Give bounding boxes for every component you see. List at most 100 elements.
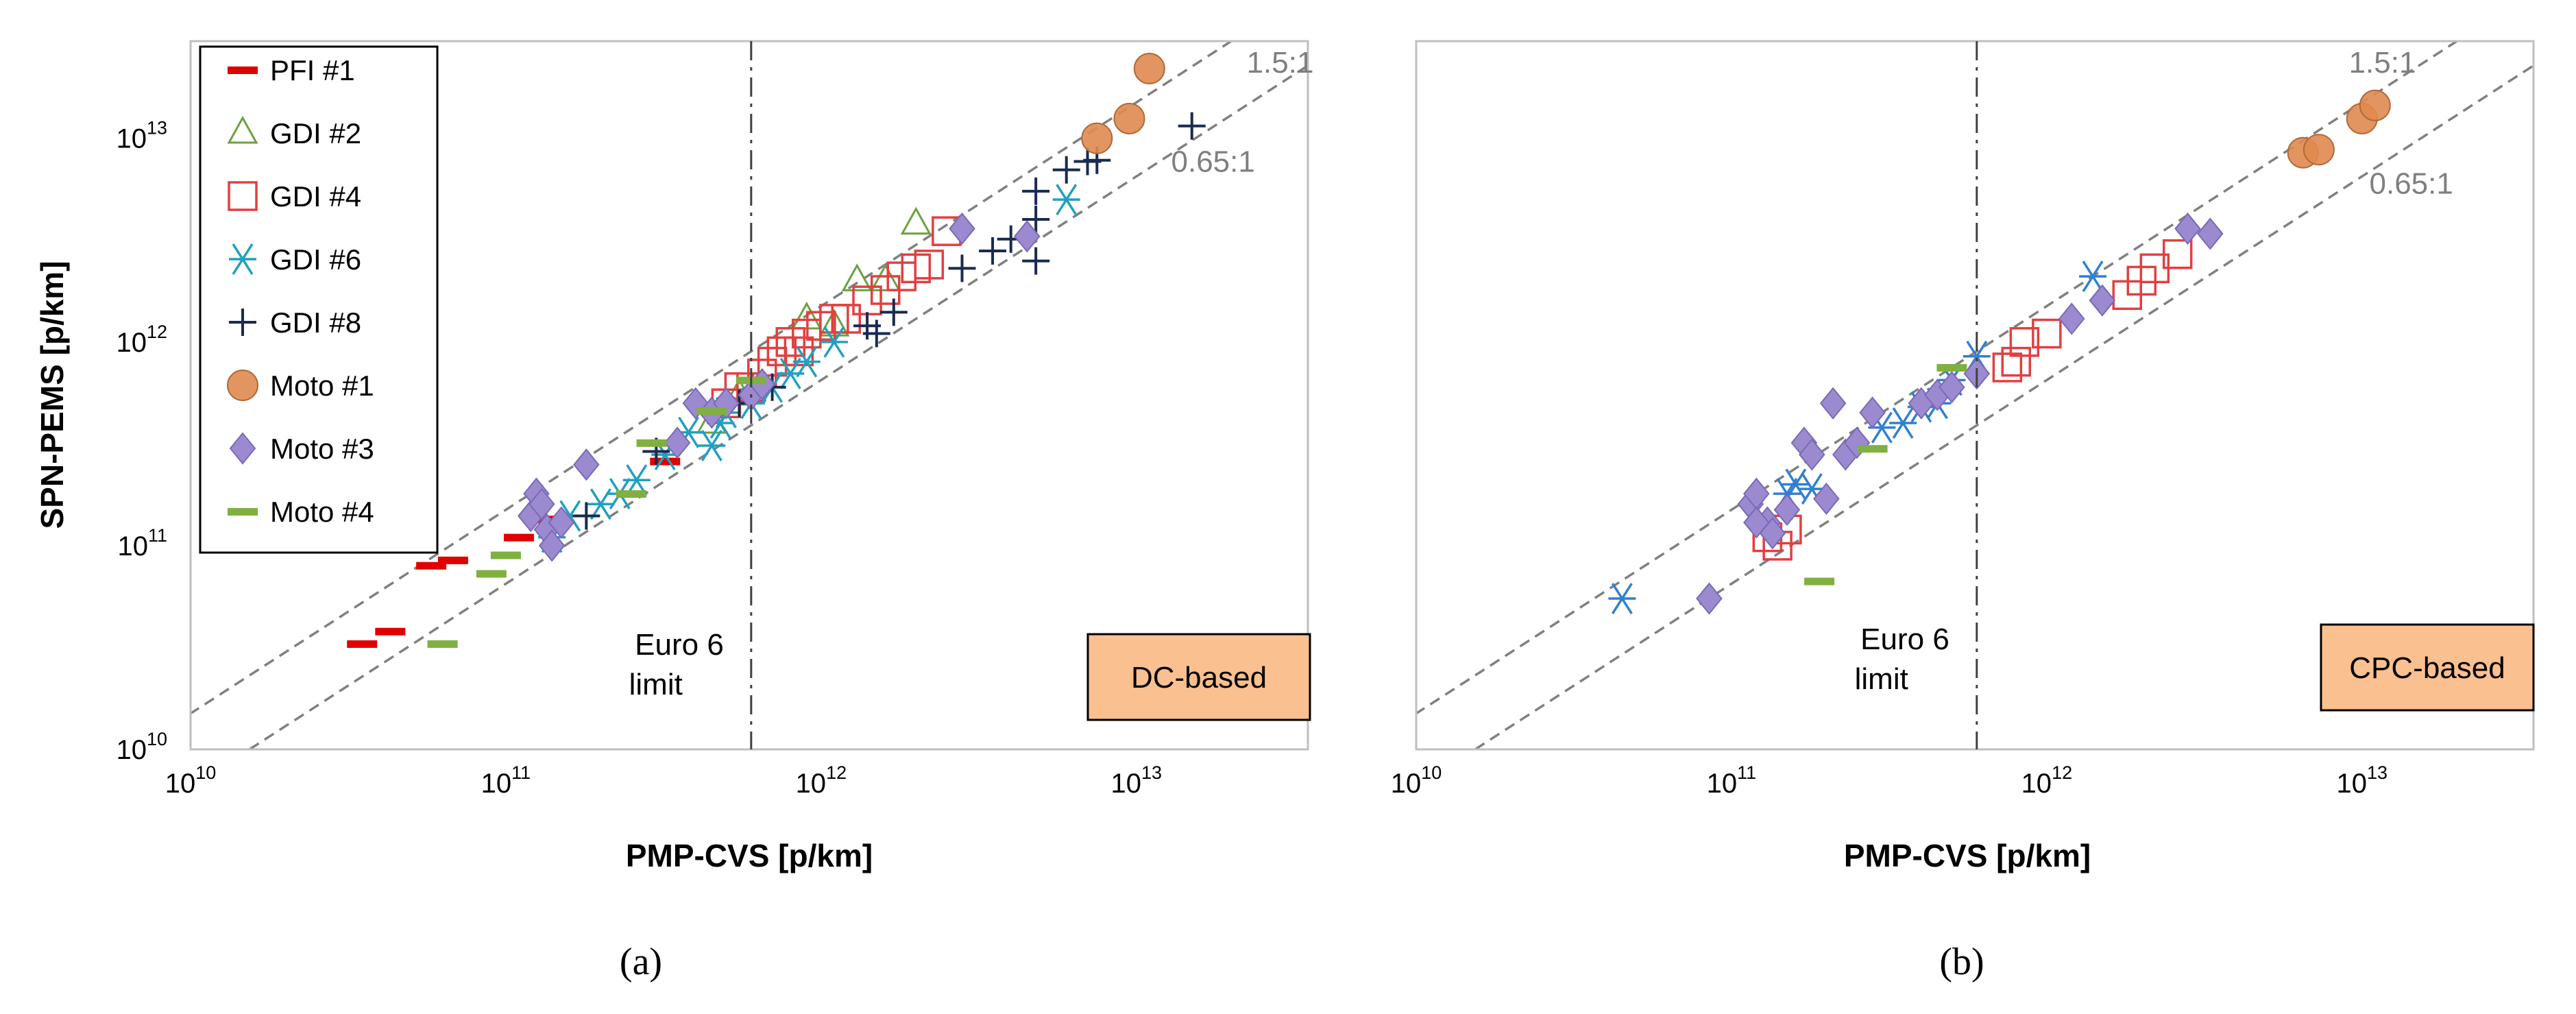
- chart-panel-b: 1010 1011 1012 1013 1.5:1 0.65:1 Euro 6 lim…: [1391, 40, 2535, 983]
- legend-entry: Moto #4: [228, 496, 374, 528]
- data-point: [979, 237, 1007, 265]
- x-tick-label: 1012: [796, 762, 847, 799]
- data-point: [375, 627, 406, 636]
- data-point: [841, 263, 873, 291]
- data-point: [900, 206, 932, 235]
- data-point: [1857, 445, 1888, 453]
- data-point: [1696, 582, 1723, 615]
- cpc-based-label: CPC-based: [2349, 651, 2505, 685]
- data-point: [766, 336, 797, 367]
- y-tick-label: 1012: [116, 322, 167, 358]
- data-point: [1889, 407, 1917, 439]
- legend-label: GDI #8: [270, 306, 361, 339]
- legend-entry: GDI #2: [227, 115, 361, 149]
- data-point: [696, 407, 727, 415]
- legend-label: Moto #3: [270, 433, 374, 465]
- euro6-limit-label-a: Euro 6: [635, 628, 724, 662]
- x-tick-label: 1013: [1110, 762, 1162, 799]
- data-point: [437, 556, 468, 564]
- x-axis-label-b: PMP-CVS [p/km]: [1844, 838, 2091, 873]
- data-point: [2079, 261, 2107, 293]
- series-gdi-4: [1752, 239, 2193, 561]
- data-point: [1813, 482, 1840, 516]
- legend-label: GDI #4: [270, 180, 361, 213]
- legend-entry: GDI #8: [229, 306, 361, 339]
- plot-frame-a: [189, 40, 1309, 751]
- data-point: [1859, 396, 1886, 429]
- data-point: [870, 263, 901, 291]
- legend-box: [199, 45, 439, 554]
- dc-based-box: [1086, 633, 1311, 721]
- data-point: [1804, 577, 1835, 586]
- data-point: [2359, 89, 2391, 121]
- data-point: [2009, 327, 2040, 357]
- legend-marker: [227, 370, 258, 401]
- legend-label: GDI #2: [270, 117, 361, 149]
- data-point: [1113, 102, 1145, 134]
- ratio-label-0.65-a: 0.65:1: [1171, 145, 1255, 179]
- cpc-based-box: [2320, 623, 2535, 712]
- data-point: [664, 426, 691, 459]
- data-point: [831, 304, 862, 334]
- data-point: [2174, 212, 2201, 245]
- series-gdi-8: [572, 112, 1206, 530]
- series-moto-1: [2287, 89, 2391, 169]
- ratio-line-0.65-1: [247, 64, 1308, 749]
- legend-entry: Moto #3: [229, 432, 374, 465]
- euro6-limit-label-b: Euro 6: [1860, 623, 1949, 656]
- ratio-line-1.5-1: [191, 41, 1234, 715]
- ratio-label-0.65-b: 0.65:1: [2370, 167, 2453, 201]
- legend-entry: PFI #1: [228, 54, 355, 86]
- data-point: [820, 326, 848, 358]
- legend-marker: [228, 67, 258, 74]
- data-point: [2302, 134, 2335, 166]
- data-point: [1022, 205, 1050, 233]
- legend-entry: GDI #4: [228, 180, 361, 213]
- ratio-label-1.5-a: 1.5:1: [1247, 46, 1314, 80]
- data-point: [650, 457, 681, 466]
- plot-frame-b: [1415, 40, 2535, 751]
- data-point: [1608, 583, 1636, 614]
- data-point: [792, 346, 821, 378]
- data-point: [1939, 371, 1965, 404]
- axis-ticks-a: 1010 1011 1012 1013 1010 1011 1012 1013: [116, 118, 1162, 799]
- dc-based-label: DC-based: [1131, 661, 1267, 695]
- legend-marker: [229, 309, 256, 336]
- data-point: [2089, 284, 2116, 317]
- data-point: [775, 327, 806, 357]
- data-point: [1081, 122, 1113, 154]
- data-point: [862, 319, 890, 348]
- series-moto-3: [1696, 212, 2224, 615]
- data-point: [1022, 247, 1050, 275]
- axis-ticks-b: 1010 1011 1012 1013: [1391, 762, 2387, 799]
- chart-panel-a: 1010 1011 1012 1013 1010 1011 1012 1013 1.5:1 0…: [34, 40, 1314, 983]
- data-point: [416, 562, 447, 570]
- series-moto-3: [518, 212, 1041, 562]
- data-point: [622, 464, 651, 496]
- x-tick-label: 1013: [2336, 762, 2387, 799]
- data-point: [347, 640, 378, 648]
- legend-marker: [227, 115, 258, 144]
- data-point: [548, 506, 575, 539]
- data-point: [2032, 318, 2062, 349]
- y-tick-label: 1010: [116, 729, 167, 765]
- data-point: [1843, 426, 1871, 459]
- data-point: [1052, 156, 1080, 184]
- x-tick-label: 1011: [481, 762, 531, 799]
- legend-label: GDI #6: [270, 243, 361, 276]
- legend-a: PFI #1 GDI #2 GDI #4 GDI #6 GDI #8 Moto #1 Mot…: [199, 45, 439, 554]
- legend-entry: GDI #6: [229, 243, 361, 276]
- legend-label: Moto #4: [270, 496, 374, 528]
- plot-area-a: [191, 41, 1308, 749]
- data-point: [1743, 506, 1770, 539]
- data-point: [914, 250, 945, 280]
- ratio-label-1.5-b: 1.5:1: [2349, 46, 2416, 80]
- x-axis-label-a: PMP-CVS [p/km]: [626, 838, 873, 873]
- legend-marker: [229, 243, 256, 275]
- panel-label-b: (b): [1939, 941, 1984, 983]
- series-moto-4: [1804, 363, 1967, 586]
- legend-entry: Moto #1: [227, 370, 374, 402]
- ratio-line-0.65-1: [1472, 64, 2534, 749]
- data-point: [427, 640, 458, 648]
